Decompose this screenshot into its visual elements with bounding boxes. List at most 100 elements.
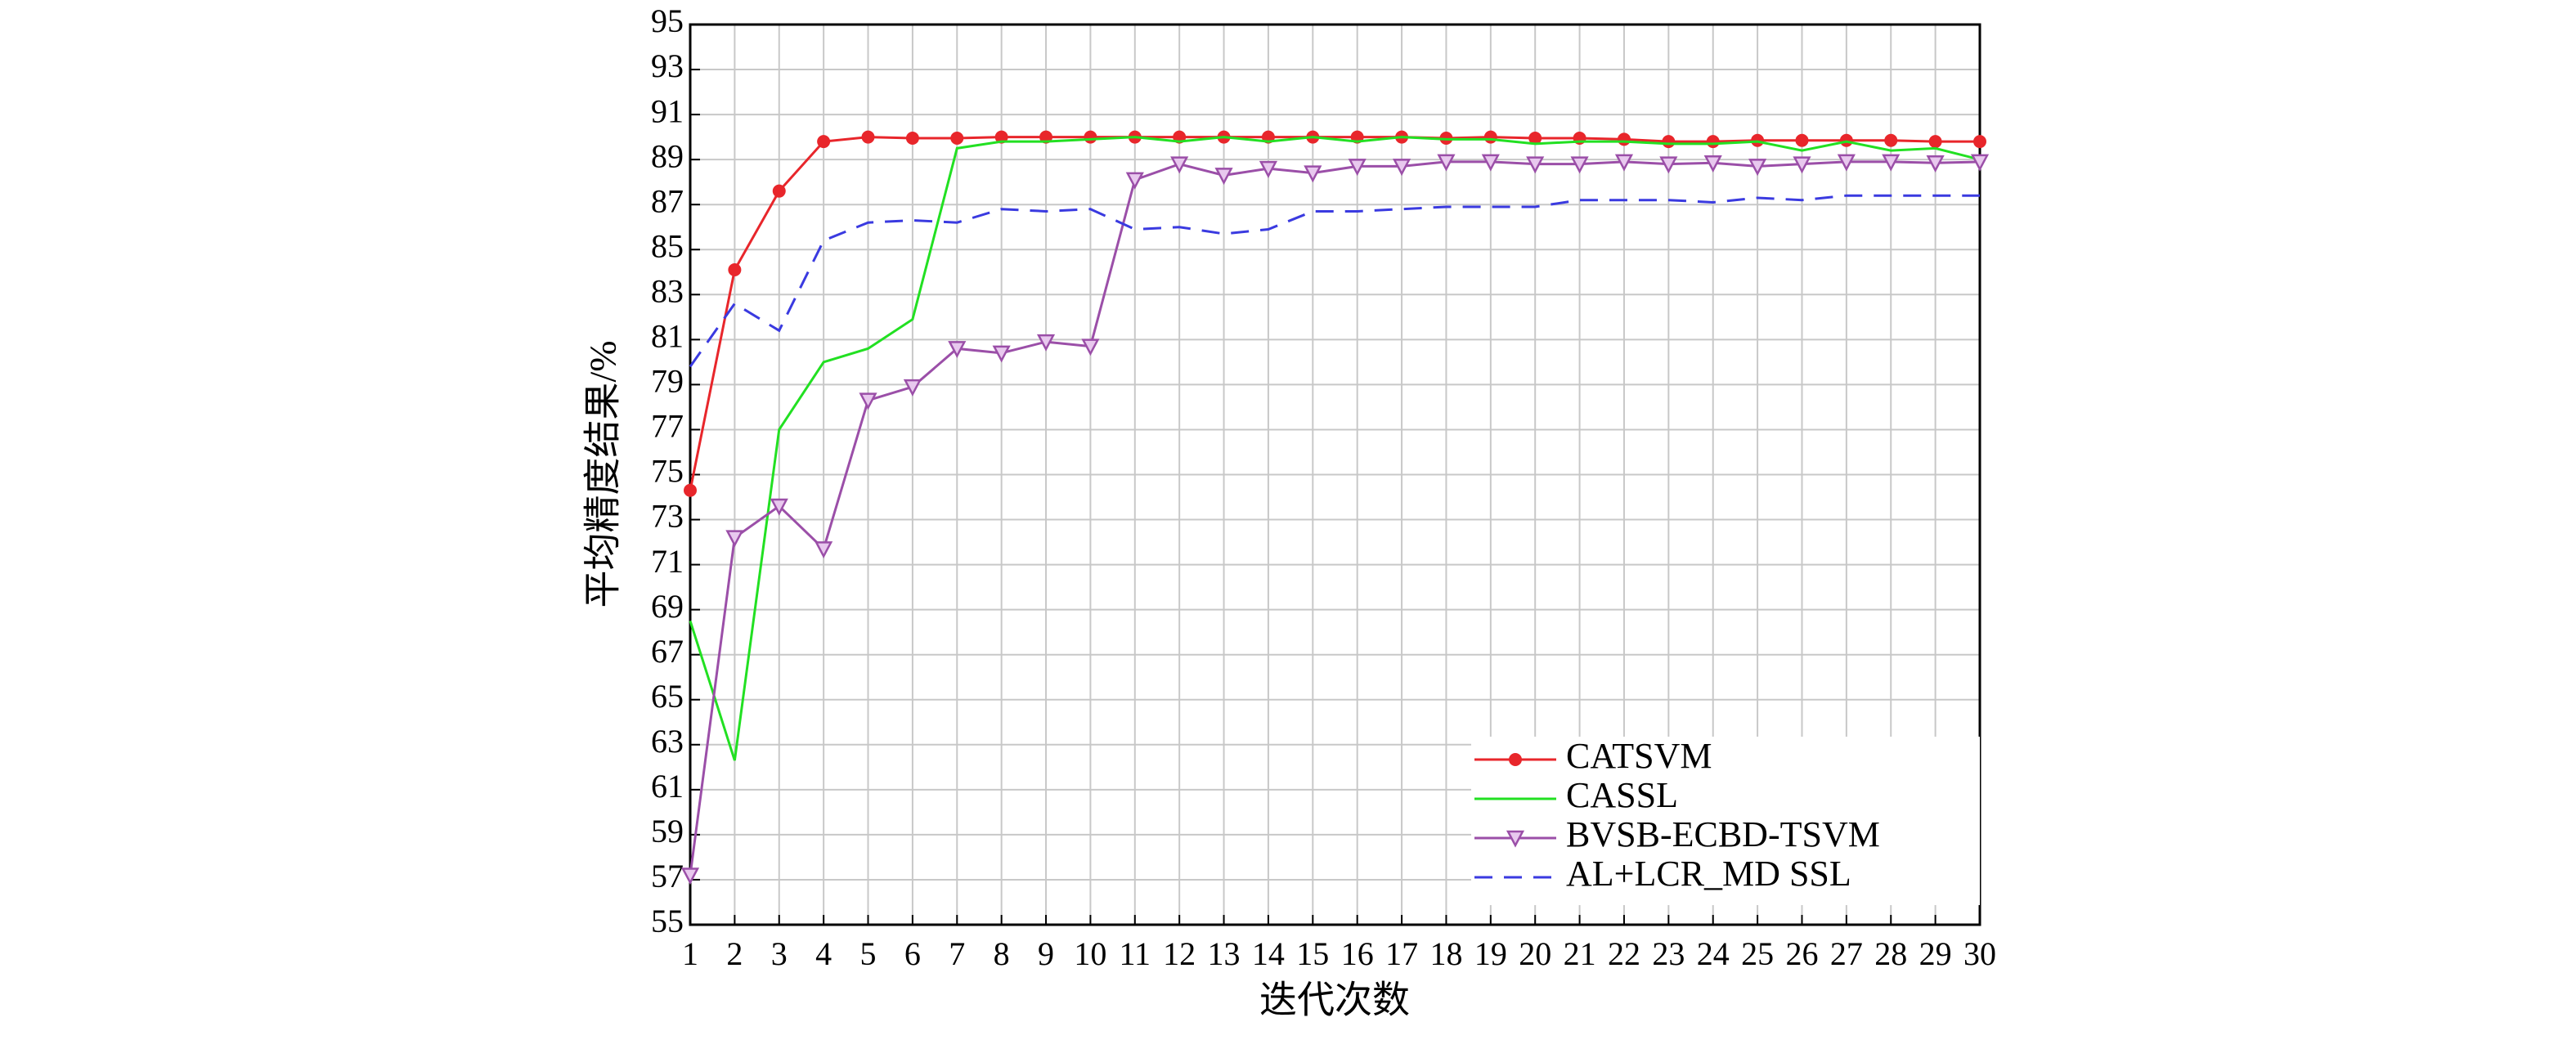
x-tick-label: 3 [771,935,788,972]
y-tick-label: 71 [651,543,684,580]
y-tick-label: 63 [651,723,684,760]
legend-label: AL+LCR_MD SSL [1566,854,1851,894]
x-tick-label: 5 [860,935,877,972]
marker [1662,135,1676,149]
x-tick-label: 16 [1341,935,1374,972]
y-tick-label: 69 [651,588,684,625]
marker [1703,155,1722,173]
marker [1570,156,1589,174]
marker [817,135,831,149]
series-line [689,194,1980,368]
y-tick-label: 73 [651,498,684,535]
marker [992,345,1011,363]
marker [725,530,744,548]
x-tick-label: 18 [1429,935,1462,972]
marker [1481,154,1500,172]
x-tick-label: 21 [1564,935,1596,972]
legend-marker [1509,753,1522,766]
marker [1970,154,1990,172]
x-tick-label: 22 [1608,935,1640,972]
marker [1081,338,1100,356]
marker [1348,159,1367,177]
legend-box [1471,737,1980,905]
marker [1214,168,1233,186]
x-tick-label: 8 [994,935,1010,972]
marker [1617,132,1631,146]
marker [1659,156,1678,174]
x-tick-label: 11 [1120,935,1151,972]
marker [1259,160,1278,178]
marker [903,379,922,397]
series-line [689,136,1980,491]
x-tick-label: 6 [904,935,921,972]
y-tick-label: 89 [651,137,684,174]
series-line [689,136,1981,761]
marker [1884,133,1898,147]
x-tick-label: 9 [1038,935,1054,972]
marker [1170,156,1189,174]
y-tick-label: 91 [651,92,684,129]
legend-label: CASSL [1566,775,1678,815]
marker [684,483,697,497]
marker [1036,334,1056,352]
marker [815,541,833,559]
marker [1526,156,1545,174]
marker [1882,154,1901,172]
y-tick-label: 93 [651,47,684,84]
y-tick-label: 59 [651,813,684,849]
x-tick-label: 1 [682,935,698,972]
x-tick-label: 10 [1074,935,1106,972]
marker [1928,135,1942,149]
marker [1793,156,1811,174]
x-tick-label: 26 [1785,935,1818,972]
legend-label: BVSB-ECBD-TSVM [1566,814,1880,854]
marker [1125,172,1144,190]
y-tick-label: 79 [651,363,684,400]
marker [1392,159,1411,177]
x-tick-label: 17 [1385,935,1418,972]
x-tick-label: 15 [1296,935,1329,972]
marker [950,132,964,146]
x-tick-label: 23 [1652,935,1685,972]
x-tick-label: 25 [1741,935,1774,972]
y-tick-label: 83 [651,272,684,309]
marker [1795,133,1809,147]
legend-marker [1506,830,1525,848]
marker [1304,165,1322,183]
x-tick-label: 14 [1252,935,1285,972]
y-tick-label: 77 [651,408,684,445]
marker [861,130,875,144]
marker [1837,154,1856,172]
marker [680,867,700,885]
marker [948,341,967,359]
y-tick-label: 75 [651,453,684,490]
marker [1706,135,1720,149]
plot-frame [689,23,1981,926]
y-tick-label: 65 [651,678,684,715]
x-tick-label: 19 [1474,935,1507,972]
y-tick-label: 87 [651,182,684,219]
marker [859,392,877,410]
x-tick-label: 29 [1919,935,1952,972]
marker [905,132,919,146]
y-tick-label: 95 [651,2,684,39]
x-tick-label: 2 [726,935,743,972]
y-tick-label: 61 [651,768,684,805]
series-line [689,160,1981,876]
x-tick-label: 27 [1830,935,1863,972]
x-tick-label: 20 [1519,935,1551,972]
marker [772,184,786,198]
marker [1614,154,1634,172]
marker [1437,154,1456,172]
marker [728,263,742,277]
x-tick-label: 28 [1874,935,1907,972]
y-tick-label: 55 [651,903,684,939]
y-tick-label: 85 [651,227,684,264]
y-tick-label: 81 [651,318,684,355]
x-tick-label: 30 [1963,935,1996,972]
y-tick-label: 67 [651,633,684,670]
y-tick-label: 57 [651,858,684,894]
y-axis-label: 平均精度结果/% [582,340,624,607]
marker [1973,135,1986,149]
